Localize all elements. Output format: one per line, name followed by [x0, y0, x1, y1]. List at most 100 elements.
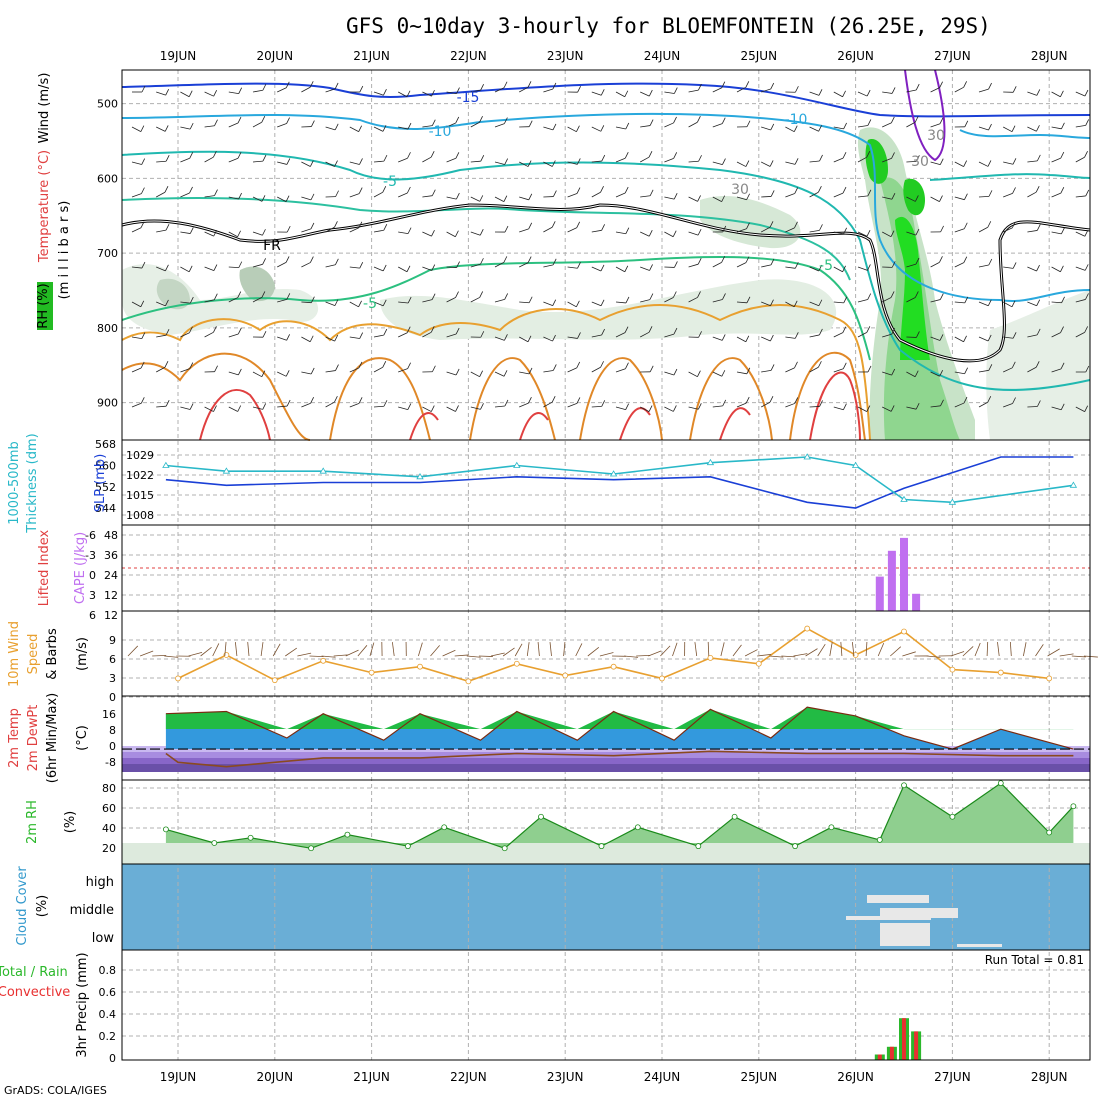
- upper-wind-barb: [252, 160, 263, 163]
- upper-wind-barb: [422, 231, 432, 237]
- upper-wind-barb-flag: [939, 81, 943, 88]
- upper-wind-barb-flag: [866, 230, 871, 237]
- upper-wind-barb-flag: [648, 405, 653, 412]
- upper-wind-barb: [664, 333, 675, 338]
- upper-wind-barb-flag: [915, 228, 920, 236]
- upper-wind-barb: [736, 402, 747, 408]
- upper-wind-barb: [277, 87, 287, 93]
- upper-wind-barb-flag: [722, 399, 727, 407]
- upper-wind-barb-flag: [140, 397, 145, 404]
- upper-wind-barb: [833, 91, 843, 98]
- upper-wind-barb-flag: [1012, 86, 1017, 93]
- upper-wind-barb: [591, 301, 602, 307]
- upper-wind-barb-flag: [309, 81, 314, 88]
- upper-wind-barb: [325, 301, 336, 306]
- upper-wind-barb: [373, 334, 384, 338]
- temperature-contour: [929, 173, 1091, 181]
- upper-wind-barb-flag: [1060, 186, 1065, 194]
- upper-wind-barb: [204, 406, 214, 412]
- cape-bar: [900, 537, 908, 611]
- date-label-top: 26JUN: [837, 49, 874, 63]
- upper-wind-barb: [761, 301, 771, 307]
- upper-wind-barb-flag: [698, 155, 702, 162]
- precip-label-unit: 3hr Precip (mm): [75, 952, 90, 1057]
- upper-wind-barb: [277, 405, 288, 408]
- thickness-line-point: [803, 453, 811, 460]
- upper-rh-label: RH (%): [36, 283, 51, 328]
- upper-wind-barb-flag: [262, 154, 267, 162]
- upper-wind-barb-flag: [358, 397, 363, 404]
- upper-wind-barb: [349, 367, 360, 373]
- cloud-level-label: high: [86, 875, 114, 890]
- upper-wind-barb-flag: [455, 152, 460, 159]
- upper-wind-barb-flag: [479, 370, 483, 377]
- upper-wind-barb: [664, 196, 675, 200]
- upper-wind-barb-flag: [503, 256, 508, 263]
- upper-wind-barb-flag: [601, 328, 605, 336]
- upper-wind-barb-flag: [576, 397, 581, 404]
- upper-wind-barb: [446, 231, 456, 238]
- upper-wind-barb-flag: [455, 405, 459, 412]
- upper-wind-barb: [591, 366, 601, 373]
- upper-wind-barb-flag: [335, 364, 339, 371]
- upper-wind-barb: [398, 332, 408, 338]
- upper-wind-barb-flag: [551, 160, 556, 167]
- upper-wind-barb: [664, 371, 675, 376]
- upper-wind-barb: [1027, 366, 1037, 373]
- contour-label: -10: [785, 112, 808, 128]
- upper-wind-barb: [422, 299, 433, 303]
- upper-wind-barb: [857, 299, 868, 303]
- temp-area-warm: [165, 707, 1074, 730]
- upper-wind-barb-flag: [891, 261, 896, 268]
- surface-wind-barb: [297, 652, 312, 657]
- rh-point: [344, 831, 351, 838]
- upper-wind-barb: [712, 87, 723, 93]
- upper-wind-barb-flag: [164, 186, 169, 193]
- upper-wind-barb-flag: [310, 222, 315, 230]
- upper-wind-barb-flag: [164, 125, 169, 132]
- upper-wind-barb-flag: [1037, 400, 1041, 407]
- upper-wind-barb-flag: [262, 330, 267, 338]
- upper-wind-barb: [180, 332, 190, 338]
- upper-wind-barb-flag: [842, 186, 847, 194]
- upper-wind-barb-flag: [165, 299, 169, 307]
- upper-wind-barb-flag: [987, 334, 992, 342]
- upper-wind-barb: [688, 89, 699, 93]
- upper-wind-barb-flag: [673, 152, 678, 159]
- upper-wind-barb-flag: [309, 335, 314, 342]
- cape-tick: 36: [104, 549, 118, 562]
- upper-wind-barb-flag: [601, 154, 606, 162]
- rh-point: [731, 813, 738, 820]
- upper-wind-barb-flag: [891, 152, 895, 159]
- upper-wind-barb: [494, 336, 505, 341]
- contour-label: -15: [457, 90, 480, 106]
- upper-wind-barb-flag: [213, 326, 217, 333]
- upper-wind-barb: [954, 161, 964, 167]
- wind-label-unit: (m/s): [75, 637, 90, 671]
- upper-wind-barb-flag: [286, 117, 290, 124]
- upper-wind-barb-flag: [480, 83, 484, 91]
- surface-wind-barb: [285, 647, 298, 657]
- upper-wind-barb-flag: [286, 334, 291, 341]
- upper-wind-barb: [761, 126, 771, 131]
- upper-wind-barb: [736, 301, 747, 304]
- temp-band-below-zero: [122, 764, 1090, 772]
- upper-wind-barb-flag: [238, 368, 242, 376]
- upper-wind-barb-flag: [794, 221, 798, 229]
- upper-wind-barb: [1051, 266, 1061, 273]
- upper-wind-barb-flag: [262, 84, 267, 91]
- upper-wind-barb-flag: [649, 119, 654, 126]
- date-label-top: 19JUN: [160, 49, 197, 63]
- upper-wind-barb: [930, 123, 941, 128]
- upper-wind-barb: [640, 331, 650, 338]
- upper-wind-barb: [978, 226, 988, 233]
- upper-wind-barb-flag: [431, 293, 436, 300]
- upper-wind-barb: [277, 371, 287, 377]
- upper-wind-barb-flag: [1011, 361, 1016, 368]
- surface-wind-barb: [840, 642, 843, 657]
- warm-temperature-contour: [121, 304, 871, 441]
- upper-wind-barb-flag: [140, 221, 145, 228]
- upper-wind-barb-flag: [697, 403, 702, 410]
- li-label: Lifted Index: [37, 529, 52, 606]
- panel-frame-precip: [121, 949, 1091, 1061]
